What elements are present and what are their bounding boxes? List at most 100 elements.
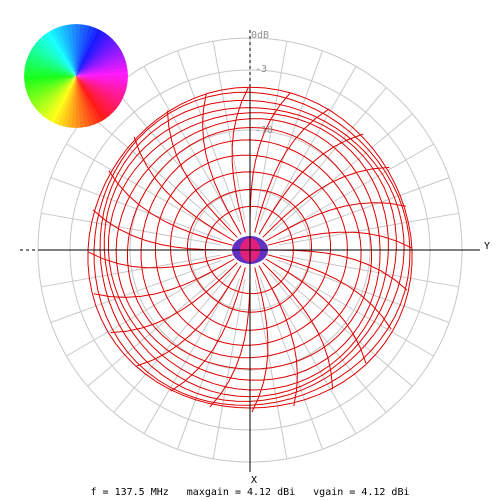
axes (20, 30, 480, 472)
pattern-meridian (265, 202, 407, 242)
pattern-meridian (110, 262, 238, 334)
wheel-sector (76, 28, 102, 76)
wheel-sector (76, 75, 128, 81)
grid-spoke (275, 264, 434, 357)
wheel-sector (76, 76, 111, 119)
grid-spoke (41, 254, 221, 288)
wheel-sector (33, 76, 76, 111)
wheel-sector (76, 76, 128, 90)
wheel-sector (39, 76, 76, 117)
wheel-sector (36, 76, 76, 114)
wheel-sector (76, 76, 120, 110)
wheel-sector (76, 32, 110, 76)
pattern-meridian (166, 110, 238, 238)
pattern-meridian (265, 258, 367, 364)
pattern-meridian (254, 108, 330, 233)
wheel-sector (46, 76, 76, 122)
wheel-sector (76, 76, 127, 94)
wheel-sector (76, 49, 124, 76)
status-bar: f = 137.5 MHz maxgain = 4.12 dBi vgain = 4… (0, 487, 500, 498)
wheel-sector (30, 46, 76, 76)
wheel-sector (76, 25, 94, 76)
wheel-sector (45, 31, 76, 76)
pattern-meridian (262, 166, 390, 238)
grid-spoke (272, 268, 413, 387)
pattern-meridian (93, 258, 235, 298)
phase-color-wheel-icon (24, 24, 128, 128)
wheel-sector (26, 54, 76, 76)
grid-spoke (275, 143, 434, 236)
pattern-meridian (170, 267, 246, 392)
wheel-sector (67, 76, 76, 128)
wheel-sector (76, 76, 114, 116)
wheel-sector (76, 24, 90, 77)
wheel-sector (25, 58, 76, 76)
pattern-meridian (267, 254, 392, 330)
wheel-sector (76, 76, 117, 113)
grid-spoke (50, 259, 222, 323)
wheel-sector (76, 35, 113, 76)
wheel-sector (35, 39, 76, 76)
pattern-meridian (209, 267, 251, 408)
pattern-meridian (267, 231, 413, 249)
frequency-readout: f = 137.5 MHz (90, 487, 169, 498)
grid-spoke (259, 50, 323, 222)
wheel-sector (76, 76, 99, 125)
grid-spoke (264, 275, 357, 434)
wheel-sector (50, 76, 76, 124)
grid-spoke (278, 259, 450, 323)
wheel-sector (76, 53, 125, 76)
wheel-sector (76, 45, 121, 76)
wheel-sector (76, 30, 106, 76)
grid-spoke (66, 264, 225, 357)
wheel-sector (24, 67, 77, 76)
grid-spoke (87, 268, 228, 387)
grid-spoke (87, 113, 228, 232)
grid-spoke (66, 143, 225, 236)
grid-spoke (254, 41, 288, 221)
wheel-sector (76, 41, 119, 76)
grid-spoke (278, 177, 450, 241)
pattern-meridian (133, 136, 235, 242)
db-label-3: -3 (255, 64, 267, 75)
vgain-readout: vgain = 4.12 dBi (313, 487, 410, 498)
wheel-sector (76, 76, 103, 124)
wheel-sector (76, 38, 116, 76)
pattern-meridian (202, 93, 242, 235)
grid-spoke (113, 87, 232, 228)
db-label-10: -10 (255, 125, 273, 136)
wheel-sector (27, 76, 77, 99)
grid-spoke (259, 278, 323, 450)
grid-spoke (254, 279, 288, 459)
pattern-meridian (108, 170, 233, 246)
y-axis-label: Y (484, 241, 490, 252)
wheel-sector (24, 71, 76, 77)
pattern-meridian (258, 265, 298, 407)
wheel-sector (76, 76, 107, 121)
grid-spoke (268, 272, 387, 413)
wheel-sector (54, 76, 76, 126)
wheel-sector (76, 76, 122, 106)
wheel-sector (76, 76, 126, 98)
wheel-sector (76, 26, 98, 76)
wheel-sector (76, 76, 124, 102)
wheel-sector (76, 24, 85, 77)
grid-spoke (272, 113, 413, 232)
pattern-meridian (251, 267, 269, 413)
wheel-sector (42, 76, 76, 120)
grid-spoke (279, 254, 459, 288)
wheel-sector (28, 50, 76, 76)
wheel-sector (53, 27, 76, 77)
db-label-0: 0dB (251, 30, 269, 41)
wheel-sector (75, 24, 81, 76)
wheel-sector (24, 62, 77, 76)
pattern-meridian (136, 265, 242, 367)
grid-spoke (177, 278, 241, 450)
pattern-meridian (262, 262, 334, 390)
pattern-meridian (87, 251, 233, 269)
wheel-sector (31, 76, 76, 107)
maxgain-readout: maxgain = 4.12 dBi (186, 487, 296, 498)
wheel-sector (71, 76, 77, 128)
wheel-sector (76, 76, 128, 85)
